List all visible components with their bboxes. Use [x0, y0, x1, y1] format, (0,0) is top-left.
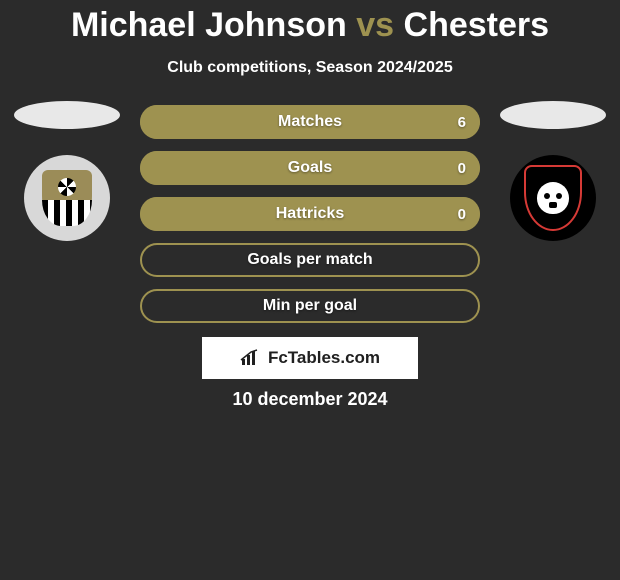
stat-value-right: 0 [458, 151, 466, 185]
date-text: 10 december 2024 [0, 389, 620, 410]
stat-label: Min per goal [140, 289, 480, 323]
stat-row: Min per goal [140, 289, 480, 323]
subtitle: Club competitions, Season 2024/2025 [0, 59, 620, 77]
player2-name: Chesters [404, 6, 550, 44]
source-logo-text: FcTables.com [268, 348, 380, 368]
stat-row: Goals0 [140, 151, 480, 185]
stat-value-right: 0 [458, 197, 466, 231]
bar-chart-icon [240, 349, 262, 367]
page-title: Michael Johnson vs Chesters [0, 6, 620, 45]
notts-county-icon [42, 170, 92, 226]
comparison-card: Michael Johnson vs Chesters Club competi… [0, 0, 620, 410]
stat-label: Hattricks [140, 197, 480, 231]
stat-row: Hattricks0 [140, 197, 480, 231]
vs-text: vs [356, 6, 394, 44]
stat-label: Goals per match [140, 243, 480, 277]
salford-city-icon [524, 165, 582, 231]
main-row: Matches6Goals0Hattricks0Goals per matchM… [0, 101, 620, 323]
player2-club-crest [510, 155, 596, 241]
left-side [12, 101, 122, 241]
stat-label: Matches [140, 105, 480, 139]
stat-label: Goals [140, 151, 480, 185]
stat-row: Matches6 [140, 105, 480, 139]
player1-photo-placeholder [14, 101, 120, 129]
player1-club-crest [24, 155, 110, 241]
source-logo: FcTables.com [202, 337, 418, 379]
player2-photo-placeholder [500, 101, 606, 129]
right-side [498, 101, 608, 241]
player1-name: Michael Johnson [71, 6, 347, 44]
stat-value-right: 6 [458, 105, 466, 139]
stats-list: Matches6Goals0Hattricks0Goals per matchM… [140, 105, 480, 323]
stat-row: Goals per match [140, 243, 480, 277]
